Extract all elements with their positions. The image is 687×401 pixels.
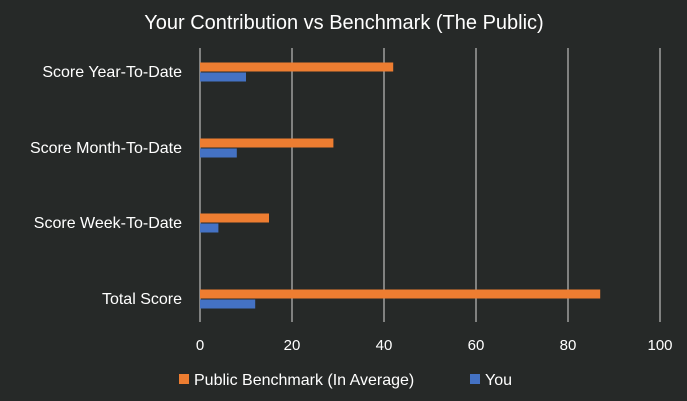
bar-public-benchmark: [200, 213, 269, 223]
bar-public-benchmark: [200, 289, 601, 299]
category-label: Score Year-To-Date: [42, 64, 182, 81]
bar-public-benchmark: [200, 62, 394, 72]
bar-public-benchmark: [200, 138, 334, 148]
x-tick-label: 100: [647, 337, 672, 354]
category-label: Total Score: [102, 291, 182, 308]
x-tick-label: 80: [560, 337, 577, 354]
bars: [200, 62, 601, 309]
category-label: Score Month-To-Date: [30, 140, 182, 157]
category-label: Score Week-To-Date: [34, 215, 182, 232]
x-tick-label: 0: [196, 337, 204, 354]
bar-you: [200, 299, 256, 309]
gridlines: [199, 48, 661, 322]
chart-title: Your Contribution vs Benchmark (The Publ…: [144, 12, 543, 34]
bar-you: [200, 223, 219, 233]
x-tick-label: 20: [284, 337, 301, 354]
category-labels: Score Year-To-Date Score Month-To-Date Sco…: [30, 64, 182, 308]
legend-swatch: [470, 374, 480, 384]
x-tick-label: 60: [468, 337, 485, 354]
bar-you: [200, 72, 246, 82]
legend-swatch: [179, 374, 189, 384]
legend-label: You: [485, 372, 512, 389]
x-tick-labels: 0 20 40 60 80 100: [196, 337, 673, 354]
legend: Public Benchmark (In Average) You: [179, 372, 512, 389]
bar-you: [200, 148, 237, 158]
x-tick-label: 40: [376, 337, 393, 354]
legend-label: Public Benchmark (In Average): [194, 372, 414, 389]
